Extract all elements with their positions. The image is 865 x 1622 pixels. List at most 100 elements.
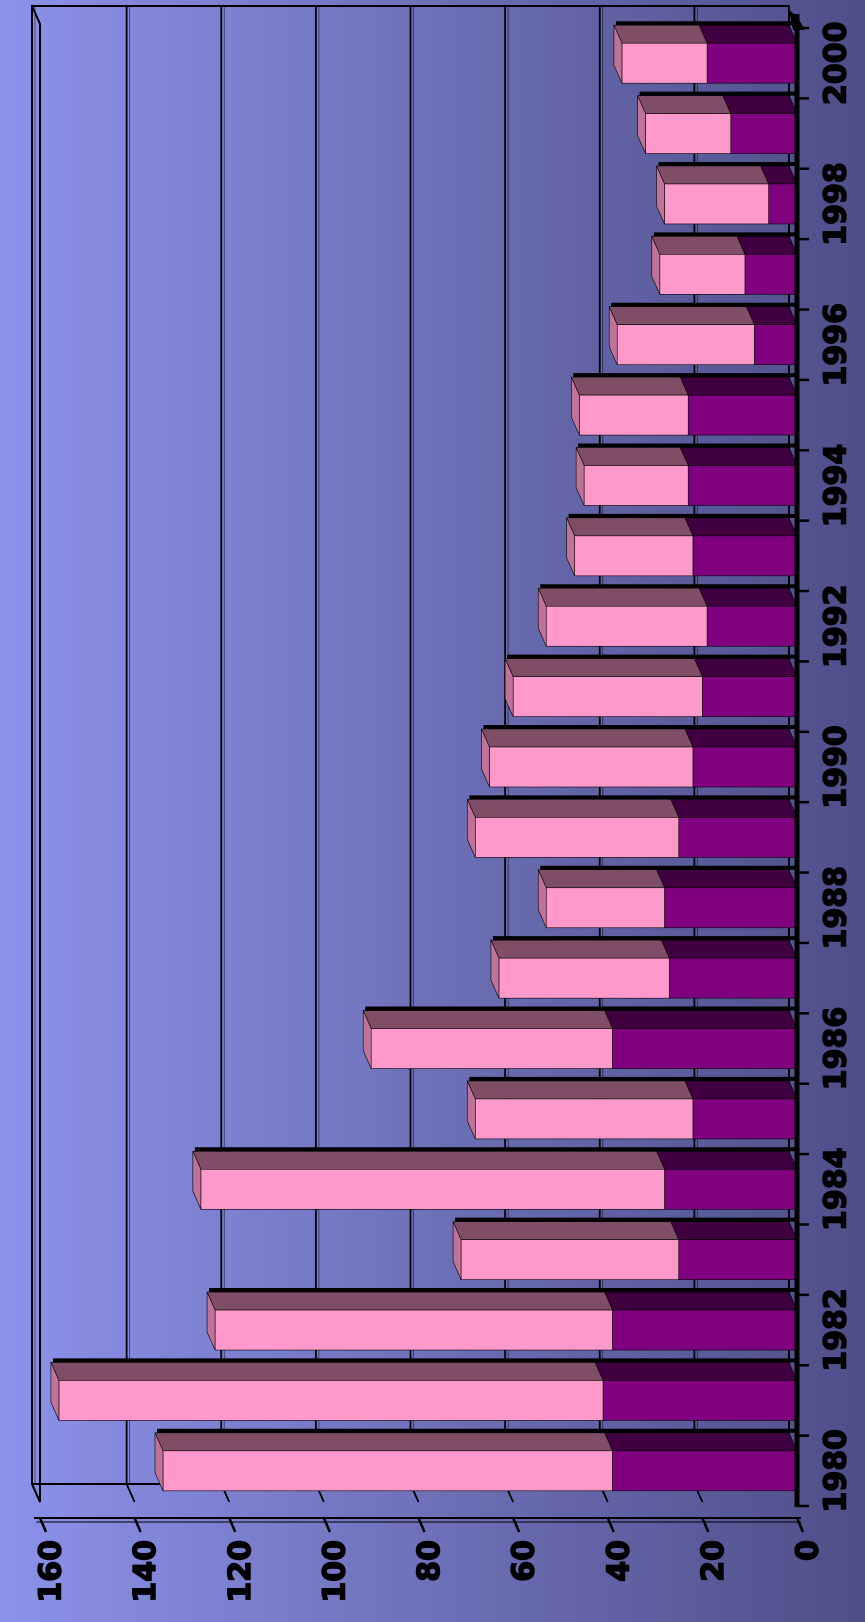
bar-group-1999	[637, 91, 798, 154]
bar-group-1984	[192, 1147, 798, 1210]
bar-1994-s0	[687, 465, 798, 506]
bar-1985-s0	[692, 1098, 798, 1140]
bar-top-1994-s0	[679, 447, 798, 466]
value-tick-60	[511, 1517, 521, 1533]
bar-top-1999-s0	[722, 95, 798, 114]
bar-top-1987-s1	[490, 939, 670, 959]
bar-1990-s1	[489, 746, 694, 788]
bar-top-1991-s0	[693, 658, 798, 677]
bar-1995-s1	[579, 394, 689, 436]
bar-group-1988	[537, 865, 798, 929]
bar-group-1983	[452, 1217, 798, 1280]
bar-1982-s1	[214, 1309, 613, 1351]
bar-top-1994-s1	[575, 447, 689, 466]
bar-end-1982	[206, 1291, 216, 1351]
value-tick-label-140: 140	[128, 1540, 163, 1603]
value-tick-label-40: 40	[601, 1540, 636, 1582]
bar-top-1980-s1	[154, 1432, 613, 1452]
value-tick-label-60: 60	[507, 1540, 542, 1582]
bar-1997-s1	[659, 254, 746, 295]
bar-1983-s0	[678, 1239, 798, 1280]
value-tick-160	[38, 1517, 48, 1533]
bar-end-1993	[566, 517, 575, 576]
bar-1990-s0	[692, 746, 798, 788]
value-tick-label-20: 20	[696, 1540, 731, 1582]
bar-1981-s0	[602, 1380, 798, 1421]
bar-end-1987	[490, 940, 500, 999]
value-tick-20	[701, 1517, 710, 1533]
bar-end-1992	[537, 588, 547, 647]
value-tick-label-80: 80	[412, 1540, 447, 1582]
bar-end-1984	[192, 1151, 202, 1210]
bar-1998-s1	[664, 183, 769, 225]
bar-1987-s0	[668, 957, 798, 999]
value-tick-140	[133, 1517, 142, 1533]
bar-top-1996-s1	[608, 306, 755, 326]
value-tick-40	[606, 1517, 615, 1533]
bar-group-1987	[490, 936, 798, 999]
side-wall-edge	[31, 5, 41, 1503]
bar-end-1995	[571, 376, 580, 436]
axis-corner	[789, 10, 805, 30]
value-tick-100	[322, 1517, 332, 1533]
bar-1986-s0	[612, 1028, 798, 1069]
bar-end-1999	[637, 95, 646, 154]
value-tick-label-100: 100	[317, 1540, 352, 1603]
bar-1996-s0	[754, 324, 798, 366]
bar-top-1985-s1	[466, 1080, 694, 1100]
bar-group-1981	[50, 1358, 798, 1421]
bar-1983-s1	[460, 1239, 680, 1280]
bar-top-1988-s1	[537, 869, 665, 889]
bar-top-1983-s0	[670, 1221, 798, 1240]
value-tick-label-120: 120	[223, 1540, 258, 1603]
bar-top-1980-s0	[604, 1432, 798, 1452]
bar-1993-s0	[692, 535, 798, 577]
bar-end-1997	[651, 236, 661, 295]
bar-1989-s1	[474, 817, 680, 858]
bar-1998-s0	[768, 183, 798, 225]
bar-1999-s1	[645, 113, 732, 154]
bar-end-1991	[504, 658, 514, 717]
bar-top-1984-s1	[192, 1150, 665, 1170]
bar-group-1996	[608, 302, 798, 366]
bar-top-1982-s0	[604, 1291, 798, 1311]
bar-group-2000	[613, 21, 798, 84]
bar-top-1985-s0	[684, 1080, 798, 1100]
category-tick-label-1990: 1990	[819, 725, 854, 809]
bar-group-1993	[566, 513, 798, 577]
bar-group-1990	[481, 725, 798, 788]
bar-1991-s0	[702, 676, 798, 717]
bar-top-1993-s0	[684, 517, 798, 537]
bar-group-1982	[206, 1288, 798, 1351]
bar-2000-s1	[621, 42, 708, 84]
bar-group-1992	[537, 584, 798, 647]
bar-top-1997-s1	[651, 236, 746, 255]
bar-end-1983	[452, 1221, 462, 1280]
value-tick-label-0: 0	[791, 1540, 826, 1561]
bar-top-1998-s1	[656, 165, 770, 185]
category-tick-label-1994: 1994	[819, 444, 854, 528]
value-tick-120	[228, 1517, 237, 1533]
bar-top-1987-s0	[660, 939, 798, 959]
gridline-floor-160	[31, 1483, 41, 1503]
category-tick-label-1998: 1998	[819, 162, 854, 246]
bar-group-1991	[504, 654, 798, 717]
bar-top-1982-s1	[206, 1291, 613, 1311]
bar-top-1993-s1	[566, 517, 694, 537]
bar-1988-s1	[545, 887, 665, 929]
bar-top-1997-s0	[736, 236, 798, 255]
bar-end-1998	[656, 165, 665, 225]
bar-top-1981-s1	[50, 1362, 604, 1381]
bar-1984-s1	[200, 1168, 665, 1210]
category-tick-label-1986: 1986	[819, 1007, 854, 1091]
bar-top-1986-s1	[362, 1010, 613, 1029]
chart-axes	[34, 10, 809, 1533]
bar-1992-s1	[545, 605, 708, 647]
bar-top-1986-s0	[604, 1010, 798, 1029]
bar-top-1992-s0	[698, 587, 798, 607]
bar-top-1984-s0	[656, 1150, 798, 1170]
bar-1992-s0	[706, 605, 798, 647]
category-tick-label-1992: 1992	[819, 584, 854, 668]
bar-end-1980	[154, 1432, 164, 1491]
